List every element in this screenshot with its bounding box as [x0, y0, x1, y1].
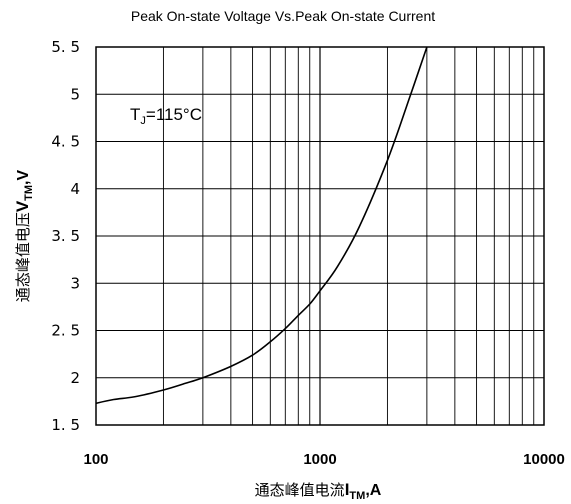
- y-tick-label: 5: [70, 85, 80, 103]
- y-tick-label: 5. 5: [51, 38, 80, 56]
- y-tick-label: 4. 5: [51, 133, 80, 151]
- y-tick-label: 3. 5: [51, 227, 80, 245]
- plot-frame: [95, 46, 545, 426]
- y-tick-labels: 1. 5 2 2. 5 3 3. 5 4 4. 5 5 5. 5: [51, 38, 80, 434]
- x-axis-label: 通态峰值电流ITM,A: [255, 480, 382, 502]
- y-tick-label: 1. 5: [51, 416, 80, 434]
- grid: [96, 47, 544, 425]
- x-tick-label: 1000: [303, 451, 336, 468]
- chart-title: Peak On-state Voltage Vs.Peak On-state C…: [131, 8, 435, 24]
- temperature-annotation: TJ=115°C: [130, 105, 202, 127]
- series-layer: [95, 46, 428, 405]
- y-tick-label: 2. 5: [51, 322, 80, 340]
- y-tick-label: 4: [70, 180, 80, 198]
- y-tick-label: 2: [70, 369, 80, 387]
- x-tick-label: 10000: [523, 451, 565, 468]
- y-axis-label: 通态峰值电压VTM,V: [13, 169, 35, 302]
- x-tick-labels: 100 1000 10000: [83, 451, 564, 468]
- y-tick-label: 3: [70, 274, 80, 292]
- series-line: [95, 46, 428, 405]
- x-tick-label: 100: [83, 451, 108, 468]
